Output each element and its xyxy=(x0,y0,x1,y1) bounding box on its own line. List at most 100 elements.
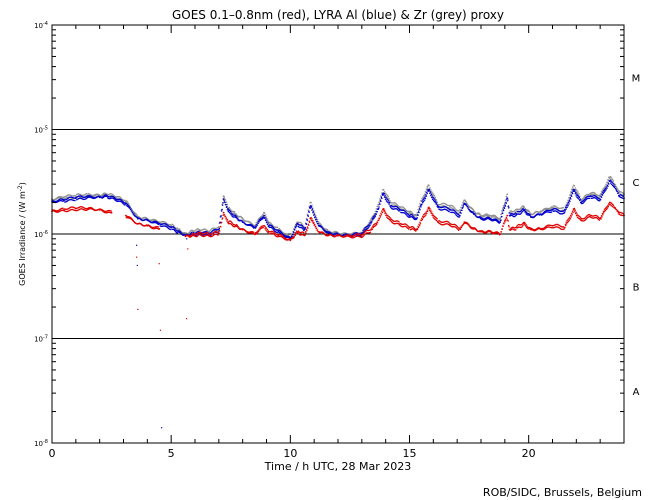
trace-dot xyxy=(304,227,307,229)
trace-dot xyxy=(421,218,424,221)
trace-dot xyxy=(498,221,501,223)
trace-dot xyxy=(528,211,531,213)
flare-class-label-a: A xyxy=(633,387,640,398)
trace-dot xyxy=(579,201,582,204)
trace-dot xyxy=(316,220,318,223)
trace-dot xyxy=(403,207,406,210)
trace-dot xyxy=(375,223,378,226)
trace-dot xyxy=(422,195,425,197)
data-point xyxy=(158,263,160,265)
trace-dot xyxy=(256,232,258,235)
trace-dot xyxy=(388,215,390,218)
trace-dot xyxy=(505,219,507,222)
trace-dot xyxy=(273,233,276,236)
trace-dot xyxy=(227,207,229,210)
trace-dot xyxy=(224,215,227,218)
trace-dot xyxy=(564,227,566,229)
trace-dot xyxy=(570,212,573,215)
trace-dot xyxy=(310,219,313,222)
trace-dot xyxy=(612,180,615,182)
trace-dot xyxy=(310,216,312,219)
trace-dot xyxy=(575,211,577,213)
trace-dot xyxy=(372,216,374,218)
trace-dot xyxy=(429,191,432,193)
trace-dot xyxy=(433,200,436,203)
trace-dot xyxy=(265,218,267,220)
trace-dot xyxy=(428,206,430,209)
trace-dot xyxy=(576,190,578,192)
trace-dot xyxy=(426,209,428,211)
trace-dot xyxy=(257,231,259,234)
trace-dot xyxy=(385,193,388,195)
trace-dot xyxy=(501,215,503,218)
trace-dot xyxy=(233,224,236,226)
trace-dot xyxy=(550,224,553,227)
trace-dot xyxy=(573,190,576,193)
trace-dot xyxy=(425,188,428,190)
trace-dot xyxy=(228,206,231,209)
trace-dot xyxy=(295,224,297,226)
trace-dot xyxy=(569,217,572,220)
trace-dot xyxy=(416,217,418,219)
trace-dot xyxy=(520,207,522,209)
trace-dot xyxy=(426,210,429,213)
trace-dot xyxy=(418,223,420,225)
trace-dot xyxy=(114,197,117,200)
trace-dot xyxy=(598,200,601,202)
trace-dot xyxy=(456,228,459,231)
chart-title: GOES 0.1–0.8nm (red), LYRA Al (blue) & Z… xyxy=(172,8,504,22)
trace-dot xyxy=(425,194,427,196)
trace-dot xyxy=(174,228,176,230)
trace-dot xyxy=(372,217,375,220)
trace-dot xyxy=(448,204,450,207)
trace-dot xyxy=(415,218,417,221)
trace-dot xyxy=(501,212,504,214)
trace-dot xyxy=(265,221,268,224)
trace-dot xyxy=(378,206,380,208)
trace-dot xyxy=(588,193,591,195)
trace-dot xyxy=(255,226,258,228)
trace-dot xyxy=(301,223,303,225)
trace-dot xyxy=(466,205,469,208)
trace-dot xyxy=(371,225,374,227)
trace-dot xyxy=(281,232,284,235)
trace-dot xyxy=(371,217,374,220)
trace-dot xyxy=(257,230,260,233)
trace-dot xyxy=(235,213,238,215)
trace-dot xyxy=(209,229,211,232)
trace-dot xyxy=(229,212,231,214)
trace-dot xyxy=(311,208,314,210)
trace-dot xyxy=(472,209,475,211)
trace-dot xyxy=(504,221,506,223)
trace-dot xyxy=(266,223,269,226)
trace-dot xyxy=(504,218,507,220)
trace-dot xyxy=(568,198,571,200)
trace-dot xyxy=(607,204,609,207)
trace-dot xyxy=(326,228,329,231)
trace-dot xyxy=(429,187,431,189)
trace-dot xyxy=(412,215,414,217)
trace-dot xyxy=(573,185,576,187)
trace-dot xyxy=(575,195,577,197)
trace-dot xyxy=(291,235,293,238)
trace-dot xyxy=(416,228,419,230)
trace-dot xyxy=(519,208,521,210)
trace-dot xyxy=(404,208,407,211)
trace-dot xyxy=(429,192,431,194)
trace-dot xyxy=(380,213,383,216)
trace-dot xyxy=(435,202,438,204)
trace-dot xyxy=(173,228,175,231)
trace-dot xyxy=(528,213,531,215)
trace-dot xyxy=(562,226,565,228)
flare-class-label-c: C xyxy=(633,178,640,189)
trace-dot xyxy=(308,221,311,223)
trace-dot xyxy=(574,210,576,213)
trace-dot xyxy=(382,194,385,196)
trace-dot xyxy=(264,214,267,216)
x-tick-label: 5 xyxy=(168,447,175,460)
trace-dot xyxy=(271,227,273,229)
trace-dot xyxy=(210,231,213,233)
trace-dot xyxy=(609,182,612,184)
trace-dot xyxy=(568,217,570,220)
trace-dot xyxy=(257,222,259,225)
